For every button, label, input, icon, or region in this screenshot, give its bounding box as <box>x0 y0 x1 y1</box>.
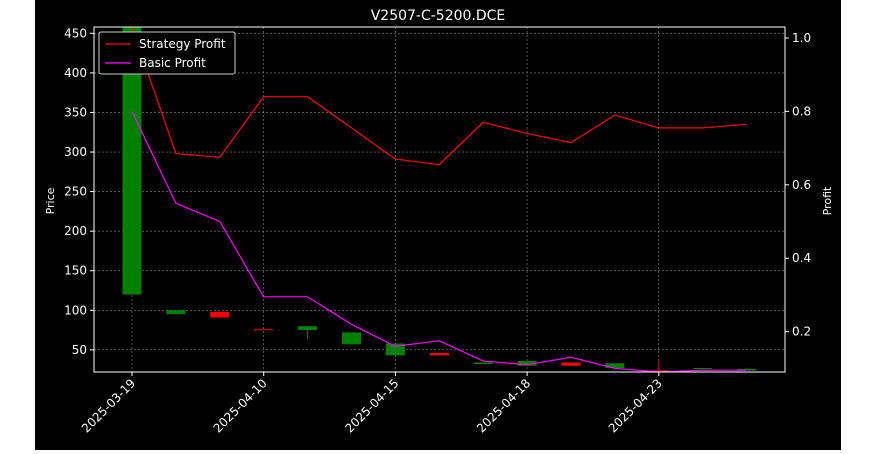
y-axis-label-right: Profit <box>821 186 834 215</box>
y-tick-label-left: 100 <box>64 303 87 317</box>
candle-body <box>298 326 318 331</box>
candle-body <box>429 353 449 356</box>
x-tick-label: 2025-04-23 <box>606 376 665 435</box>
candle-body <box>517 360 537 366</box>
x-tick-label: 2025-04-15 <box>342 376 401 435</box>
y-tick-label-left: 50 <box>72 343 87 357</box>
legend-label-basic-profit: Basic Profit <box>139 56 206 70</box>
y-tick-label-left: 150 <box>64 264 87 278</box>
legend-box <box>98 31 236 75</box>
x-tick-label: 2025-04-18 <box>474 376 533 435</box>
y-tick-label-right: 0.4 <box>792 251 811 265</box>
candle-body <box>693 368 713 370</box>
y-tick-label-right: 1.0 <box>792 31 811 45</box>
legend: Strategy Profit Basic Profit <box>98 31 236 75</box>
y-axis-label-left: Price <box>44 187 57 214</box>
candle-body <box>122 27 142 295</box>
candle-body <box>385 343 405 356</box>
chart-title: V2507-C-5200.DCE <box>371 8 506 24</box>
line-layer <box>131 26 747 373</box>
x-axis: 2025-03-19 2025-04-10 2025-04-15 2025-04-18… <box>79 372 665 435</box>
y-tick-label-right: 0.6 <box>792 178 811 192</box>
x-tick-label: 2025-04-10 <box>211 376 270 435</box>
y-tick-label-left: 350 <box>64 105 87 119</box>
chart-figure: V2507-C-5200.DCE 50 100 150 200 250 300 350 400… <box>35 0 841 450</box>
candle-body <box>254 329 274 331</box>
legend-label-strategy-profit: Strategy Profit <box>139 37 226 51</box>
candle-body <box>166 310 186 315</box>
basic-profit-line <box>131 111 747 373</box>
candle-body <box>342 332 361 345</box>
strategy-profit-line <box>131 26 747 166</box>
y-tick-label-right: 0.2 <box>792 325 811 339</box>
left-axis: 50 100 150 200 250 300 350 400 450 <box>64 26 94 357</box>
y-tick-label-right: 0.8 <box>792 104 811 118</box>
y-tick-label-left: 400 <box>64 66 87 80</box>
candle-body <box>561 362 581 366</box>
y-tick-label-left: 200 <box>64 224 87 238</box>
plot-frame <box>93 26 786 373</box>
chart-svg: V2507-C-5200.DCE 50 100 150 200 250 300 350 400… <box>44 8 834 435</box>
candle-body <box>605 363 625 369</box>
y-tick-label-left: 300 <box>64 145 87 159</box>
candle-body <box>210 311 230 318</box>
x-tick-label: 2025-03-19 <box>79 376 138 435</box>
candle-body <box>649 370 669 372</box>
candle-body <box>473 362 493 365</box>
y-tick-label-left: 450 <box>64 26 87 40</box>
y-tick-label-left: 250 <box>64 185 87 199</box>
grid-layer <box>94 27 785 372</box>
candle-layer <box>122 27 757 372</box>
right-axis: 0.2 0.4 0.6 0.8 1.0 <box>785 31 811 339</box>
